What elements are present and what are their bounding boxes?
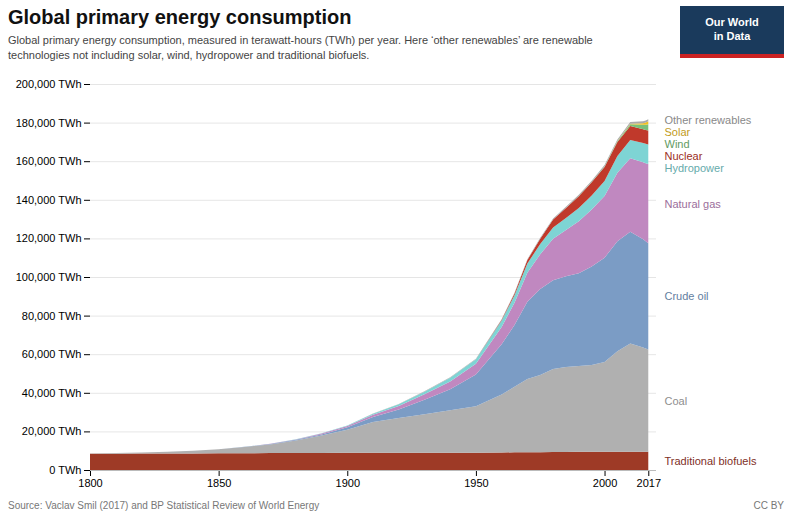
- svg-text:80,000 TWh: 80,000 TWh: [22, 310, 82, 322]
- svg-text:Hydropower: Hydropower: [665, 162, 725, 174]
- svg-text:Coal: Coal: [665, 395, 688, 407]
- svg-text:1800: 1800: [78, 477, 102, 489]
- html-text:CC BY: CC BY: [753, 500, 784, 511]
- svg-text:Traditional biofuels: Traditional biofuels: [665, 455, 757, 467]
- svg-text:120,000 TWh: 120,000 TWh: [16, 232, 82, 244]
- html-text:Global primary energy consumpt: Global primary energy consumption: [8, 6, 352, 28]
- svg-text:140,000 TWh: 140,000 TWh: [16, 194, 82, 206]
- svg-text:180,000 TWh: 180,000 TWh: [16, 117, 82, 129]
- svg-text:20,000 TWh: 20,000 TWh: [22, 425, 82, 437]
- html-text:Source: Vaclav Smil (2017) and: Source: Vaclav Smil (2017) and BP Statis…: [8, 500, 320, 511]
- svg-text:0 TWh: 0 TWh: [49, 464, 81, 476]
- svg-text:Crude oil: Crude oil: [665, 290, 709, 302]
- svg-text:60,000 TWh: 60,000 TWh: [22, 348, 82, 360]
- svg-text:Nuclear: Nuclear: [665, 150, 703, 162]
- svg-text:200,000 TWh: 200,000 TWh: [16, 78, 82, 90]
- svg-text:1950: 1950: [464, 477, 488, 489]
- svg-text:Solar: Solar: [665, 126, 691, 138]
- html-text:Global primary energy consumpt: Global primary energy consumption, measu…: [8, 34, 593, 61]
- svg-text:100,000 TWh: 100,000 TWh: [16, 271, 82, 283]
- svg-text:1900: 1900: [336, 477, 360, 489]
- svg-text:Wind: Wind: [665, 138, 690, 150]
- svg-text:Other renewables: Other renewables: [665, 114, 752, 126]
- svg-text:Natural gas: Natural gas: [665, 198, 722, 210]
- svg-text:1850: 1850: [207, 477, 231, 489]
- html-text:Our World: Our World: [705, 16, 759, 29]
- html-text:in Data: in Data: [713, 30, 751, 42]
- svg-text:160,000 TWh: 160,000 TWh: [16, 155, 82, 167]
- svg-text:2000: 2000: [593, 477, 617, 489]
- svg-text:2017: 2017: [637, 477, 661, 489]
- svg-text:40,000 TWh: 40,000 TWh: [22, 387, 82, 399]
